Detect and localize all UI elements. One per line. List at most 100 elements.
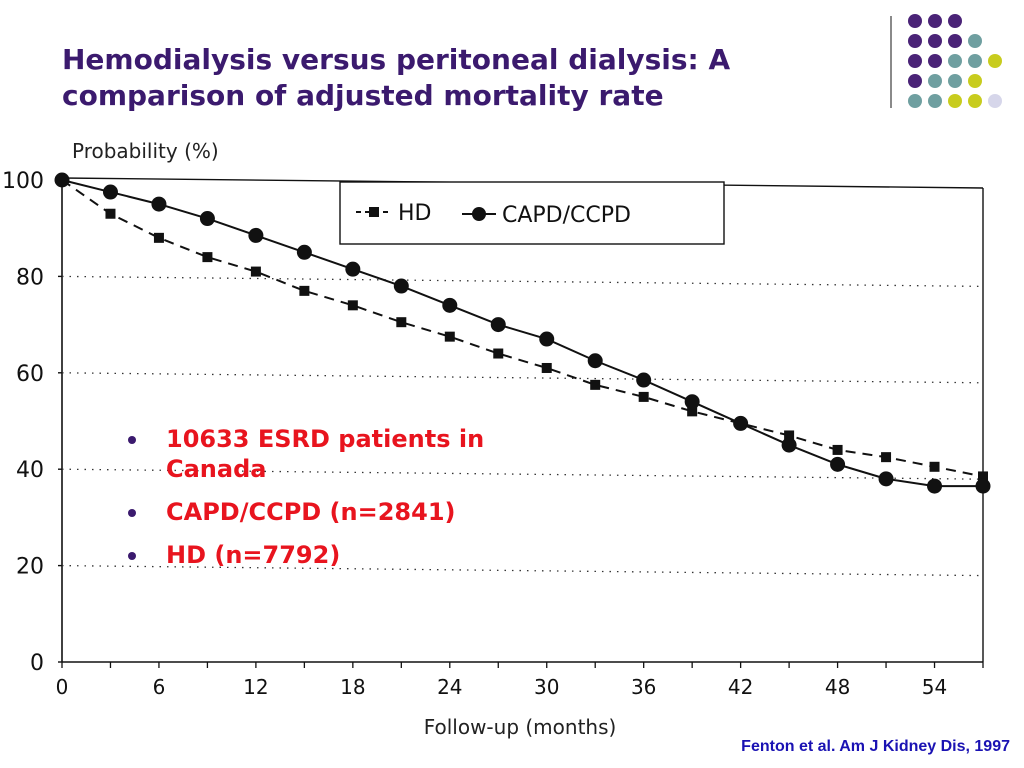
data-point-hd: [153, 232, 164, 243]
legend-item-hd: HD: [356, 201, 431, 226]
data-point-hd: [978, 471, 988, 482]
data-point-hd: [832, 444, 843, 455]
x-tick-label: 18: [340, 675, 365, 699]
x-tick-label: 36: [631, 675, 656, 699]
x-tick-label: 24: [437, 675, 462, 699]
bullet-item: HD (n=7792): [128, 540, 548, 570]
decorative-dot: [928, 14, 942, 28]
data-point-capd-ccpd: [539, 331, 555, 347]
chart-legend: HD CAPD/CCPD: [339, 181, 725, 245]
bullet-item: 10633 ESRD patients in Canada: [128, 424, 548, 484]
gridline: [61, 372, 984, 384]
data-point-capd-ccpd: [781, 437, 797, 453]
data-point-hd: [784, 430, 795, 441]
data-point-capd-ccpd: [151, 196, 167, 212]
decorative-dot: [948, 94, 962, 108]
slide-title-line-2: comparison of adjusted mortality rate: [62, 79, 664, 112]
y-tick-label: 40: [16, 458, 44, 483]
decorative-dot: [948, 14, 962, 28]
x-tick-label: 48: [825, 675, 850, 699]
data-point-capd-ccpd: [733, 415, 749, 431]
bullet-list: 10633 ESRD patients in Canada CAPD/CCPD …: [128, 424, 548, 583]
decorative-dot: [988, 54, 1002, 68]
data-point-hd: [444, 331, 455, 342]
legend-hd-label: HD: [398, 201, 431, 226]
data-point-hd: [541, 362, 552, 373]
bullet-marker: [128, 552, 136, 560]
decorative-dot: [908, 54, 922, 68]
data-point-capd-ccpd: [393, 278, 409, 294]
data-point-capd-ccpd: [490, 317, 506, 333]
data-point-capd-ccpd: [199, 211, 215, 227]
data-point-hd: [590, 379, 601, 390]
bullet-text: CAPD/CCPD (n=2841): [166, 498, 456, 526]
decorative-dot: [968, 54, 982, 68]
data-point-hd: [250, 266, 261, 277]
y-tick-label: 20: [16, 555, 44, 580]
data-point-hd: [493, 348, 504, 359]
data-point-hd: [299, 285, 310, 296]
y-tick-label: 100: [2, 169, 44, 194]
bullet-marker: [128, 509, 136, 517]
gridline: [61, 275, 984, 288]
data-point-hd: [929, 461, 940, 472]
bullet-text: HD (n=7792): [166, 541, 341, 569]
decorative-dot: [908, 74, 922, 88]
data-point-hd: [396, 317, 407, 328]
data-point-hd: [638, 391, 649, 402]
y-tick-label: 0: [30, 651, 44, 676]
x-axis-label: Follow-up (months): [424, 715, 617, 739]
data-point-capd-ccpd: [442, 297, 458, 313]
y-axis-label: Probability (%): [72, 139, 219, 163]
x-tick-label: 54: [922, 675, 947, 699]
x-tick-label: 12: [243, 675, 268, 699]
data-point-hd: [881, 452, 892, 463]
decorative-dot: [988, 94, 1002, 108]
data-point-hd: [687, 406, 698, 417]
data-point-capd-ccpd: [636, 372, 652, 388]
decorative-dot: [948, 74, 962, 88]
decorative-dot: [968, 34, 982, 48]
data-point-capd-ccpd: [927, 478, 943, 494]
decorative-dot: [948, 34, 962, 48]
x-tick-label: 0: [56, 675, 69, 699]
title-divider: [890, 16, 892, 108]
data-point-hd: [202, 252, 213, 263]
y-tick-label: 80: [16, 265, 44, 290]
mortality-chart: Probability (%) Follow-up (months) 0 20 40…: [2, 139, 991, 739]
bullet-item: CAPD/CCPD (n=2841): [128, 497, 548, 527]
legend-hd-marker: [369, 207, 379, 217]
decorative-dot: [928, 74, 942, 88]
decorative-dot: [968, 94, 982, 108]
decorative-dot: [928, 54, 942, 68]
bullet-marker: [128, 436, 136, 444]
slide-title: Hemodialysis versus peritoneal dialysis:…: [62, 42, 822, 114]
slide-title-line-1: Hemodialysis versus peritoneal dialysis:…: [62, 43, 731, 76]
citation: Fenton et al. Am J Kidney Dis, 1997: [741, 738, 1010, 755]
x-tick-label: 30: [534, 675, 559, 699]
data-point-capd-ccpd: [975, 478, 991, 494]
series-line-hd: [61, 179, 984, 478]
bullet-text: 10633 ESRD patients in Canada: [166, 425, 485, 483]
data-point-hd: [105, 208, 116, 219]
decorative-dot: [948, 54, 962, 68]
decorative-dot: [908, 94, 922, 108]
data-point-capd-ccpd: [248, 227, 264, 243]
data-point-capd-ccpd: [684, 394, 700, 410]
data-point-capd-ccpd: [102, 184, 118, 200]
legend-capd-marker: [472, 207, 486, 221]
data-point-capd-ccpd: [345, 261, 361, 277]
x-tick-label: 42: [728, 675, 753, 699]
decorative-dot-grid: [908, 14, 1008, 114]
decorative-dot: [908, 34, 922, 48]
data-point-capd-ccpd: [830, 456, 846, 472]
decorative-dot: [968, 74, 982, 88]
decorative-dot: [928, 94, 942, 108]
legend-item-capd: CAPD/CCPD: [462, 203, 631, 228]
legend-capd-label: CAPD/CCPD: [502, 203, 631, 228]
data-point-capd-ccpd: [54, 172, 70, 188]
data-point-capd-ccpd: [878, 471, 894, 487]
decorative-dot: [928, 34, 942, 48]
legend-box: [339, 181, 725, 245]
data-point-capd-ccpd: [587, 353, 603, 369]
